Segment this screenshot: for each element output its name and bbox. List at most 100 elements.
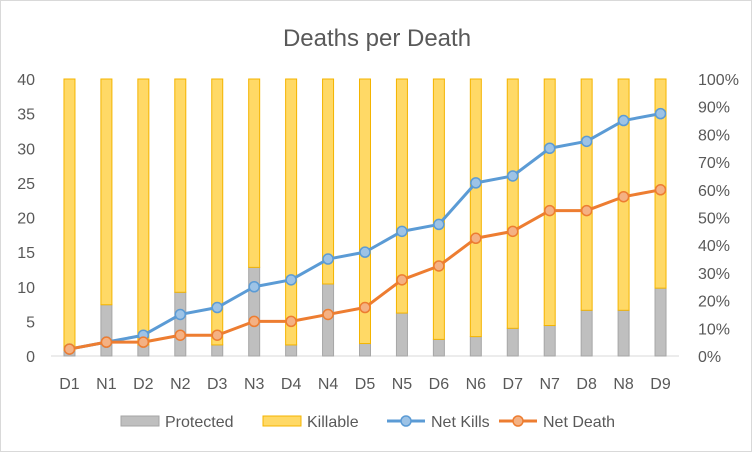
legend-marker-net-kills (401, 416, 411, 426)
point-net-death (508, 226, 518, 236)
y-right-tick-label: 80% (698, 127, 730, 144)
y-right-tick-label: 40% (698, 238, 730, 255)
point-net-kills (471, 178, 481, 188)
bar-protected (212, 345, 223, 356)
x-tick-label: N8 (613, 376, 634, 393)
x-tick-label: D1 (59, 376, 80, 393)
y-left-tick-label: 40 (17, 72, 35, 89)
point-net-death (323, 309, 333, 319)
point-net-death (360, 303, 370, 313)
x-tick-label: N6 (466, 376, 487, 393)
point-net-death (138, 337, 148, 347)
chart-frame: Deaths per Death 05101520253035400%10%20… (0, 0, 752, 452)
chart: Deaths per Death 05101520253035400%10%20… (1, 1, 751, 451)
point-net-death (175, 330, 185, 340)
legend-label-protected: Protected (165, 414, 233, 431)
y-right-tick-label: 90% (698, 100, 730, 117)
y-left-tick-label: 10 (17, 280, 35, 297)
x-tick-label: N3 (244, 376, 265, 393)
bar-protected (581, 310, 592, 356)
point-net-kills (582, 136, 592, 146)
point-net-death (656, 185, 666, 195)
point-net-death (545, 206, 555, 216)
bar-protected (655, 288, 666, 356)
bar-killable (249, 79, 260, 267)
bar-protected (618, 310, 629, 356)
legend-label-net-death: Net Death (543, 414, 615, 431)
bar-protected (507, 328, 518, 356)
point-net-kills (323, 254, 333, 264)
bar-killable (323, 79, 334, 284)
x-tick-label: N7 (539, 376, 560, 393)
bar-killable (138, 79, 149, 345)
point-net-death (249, 316, 259, 326)
x-tick-label: D3 (207, 376, 228, 393)
point-net-death (212, 330, 222, 340)
bar-killable (581, 79, 592, 310)
y-left-tick-label: 25 (17, 176, 35, 193)
chart-title: Deaths per Death (283, 25, 471, 52)
y-left-tick-label: 15 (17, 245, 35, 262)
bar-killable (64, 79, 75, 350)
y-right-tick-label: 100% (698, 72, 739, 89)
y-left-tick-label: 35 (17, 107, 35, 124)
x-tick-label: N1 (96, 376, 117, 393)
bar-protected (249, 267, 260, 356)
point-net-kills (286, 275, 296, 285)
point-net-death (582, 206, 592, 216)
bar-protected (433, 339, 444, 356)
bar-killable (507, 79, 518, 328)
legend-swatch-protected (121, 416, 159, 426)
x-tick-label: D8 (576, 376, 597, 393)
bar-protected (360, 344, 371, 356)
bar-protected (286, 345, 297, 356)
y-left-tick-label: 0 (26, 349, 35, 366)
x-tick-label: D2 (133, 376, 154, 393)
point-net-kills (397, 226, 407, 236)
y-right-tick-label: 30% (698, 266, 730, 283)
point-net-kills (249, 282, 259, 292)
x-tick-label: N2 (170, 376, 191, 393)
bar-killable (175, 79, 186, 292)
y-right-tick-label: 10% (698, 321, 730, 338)
y-right-tick-label: 20% (698, 294, 730, 311)
point-net-death (397, 275, 407, 285)
point-net-death (286, 316, 296, 326)
y-right-tick-label: 60% (698, 183, 730, 200)
point-net-kills (656, 109, 666, 119)
point-net-kills (360, 247, 370, 257)
bar-killable (544, 79, 555, 326)
point-net-death (101, 337, 111, 347)
y-right-tick-label: 50% (698, 211, 730, 228)
x-tick-label: N4 (318, 376, 339, 393)
point-net-kills (175, 309, 185, 319)
bar-protected (470, 337, 481, 356)
x-tick-label: D4 (281, 376, 302, 393)
point-net-death (619, 192, 629, 202)
x-tick-label: D7 (503, 376, 524, 393)
legend-swatch-killable (263, 416, 301, 426)
x-tick-label: D9 (650, 376, 671, 393)
bar-protected (175, 292, 186, 356)
y-left-tick-label: 30 (17, 141, 35, 158)
legend-marker-net-death (513, 416, 523, 426)
bar-killable (286, 79, 297, 345)
x-tick-label: D6 (429, 376, 450, 393)
point-net-death (471, 233, 481, 243)
bar-killable (433, 79, 444, 339)
point-net-death (434, 261, 444, 271)
bar-protected (544, 326, 555, 356)
legend-label-killable: Killable (307, 414, 359, 431)
bar-protected (101, 305, 112, 356)
x-tick-label: N5 (392, 376, 413, 393)
y-right-tick-label: 70% (698, 155, 730, 172)
y-left-tick-label: 5 (26, 314, 35, 331)
y-right-tick-label: 0% (698, 349, 721, 366)
legend-label-net-kills: Net Kills (431, 414, 490, 431)
point-net-kills (619, 116, 629, 126)
bar-killable (470, 79, 481, 337)
point-net-death (64, 344, 74, 354)
bar-protected (396, 313, 407, 356)
point-net-kills (508, 171, 518, 181)
point-net-kills (545, 143, 555, 153)
